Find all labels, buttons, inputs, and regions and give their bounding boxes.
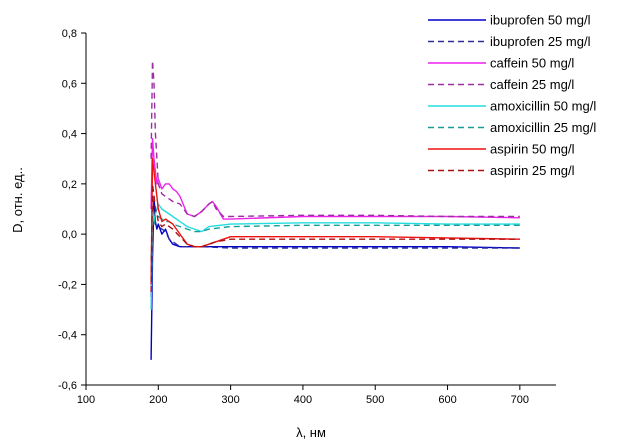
- y-ticks-group: -0,6 -0,4 -0,2 0,0 0,2 0,4 0,6 0,8: [58, 28, 86, 392]
- series-line-aspirin-25-mg-l: [150, 183, 520, 293]
- y-tick-label: 0,8: [62, 28, 77, 40]
- x-axis-title: λ, нм: [296, 425, 326, 439]
- y-tick-label: 0,0: [62, 229, 77, 241]
- legend-label: amoxicillin 50 mg/l: [490, 99, 596, 114]
- series-line-amoxicillin-50-mg-l: [150, 203, 520, 310]
- legend-label: ibuprofen 50 mg/l: [490, 13, 591, 28]
- y-tick-label: -0,6: [58, 380, 77, 392]
- series-line-aspirin-50-mg-l: [150, 157, 520, 285]
- series-line-amoxicillin-25-mg-l: [150, 215, 520, 260]
- series-line-caffein-50-mg-l: [150, 137, 520, 220]
- series-line-caffein-25-mg-l: [150, 60, 520, 218]
- x-tick-label: 200: [149, 394, 167, 406]
- axes-group: [85, 33, 556, 386]
- legend: ibuprofen 50 mg/l ibuprofen 25 mg/l caffei…: [428, 13, 596, 178]
- legend-label: caffein 50 mg/l: [490, 56, 574, 71]
- x-tick-label: 100: [77, 394, 95, 406]
- y-tick-label: -0,2: [58, 279, 77, 291]
- series-group: [150, 60, 520, 360]
- y-tick-label: 0,6: [62, 78, 77, 90]
- x-tick-label: 600: [438, 394, 456, 406]
- x-tick-label: 300: [221, 394, 239, 406]
- x-tick-label: 700: [511, 394, 529, 406]
- x-tick-label: 500: [366, 394, 384, 406]
- series-line-ibuprofen-50-mg-l: [150, 195, 520, 360]
- y-tick-label: -0,4: [58, 330, 77, 342]
- legend-label: amoxicillin 25 mg/l: [490, 120, 596, 135]
- x-ticks-group: 100 200 300 400 500 600 700: [77, 385, 529, 406]
- y-axis-title: D, отн. ед..: [10, 167, 25, 233]
- legend-label: aspirin 25 mg/l: [490, 163, 575, 178]
- legend-label: ibuprofen 25 mg/l: [490, 34, 591, 49]
- y-tick-label: 0,4: [62, 129, 77, 141]
- x-tick-label: 400: [294, 394, 312, 406]
- legend-label: caffein 25 mg/l: [490, 77, 574, 92]
- legend-label: aspirin 50 mg/l: [490, 142, 575, 157]
- y-tick-label: 0,2: [62, 179, 77, 191]
